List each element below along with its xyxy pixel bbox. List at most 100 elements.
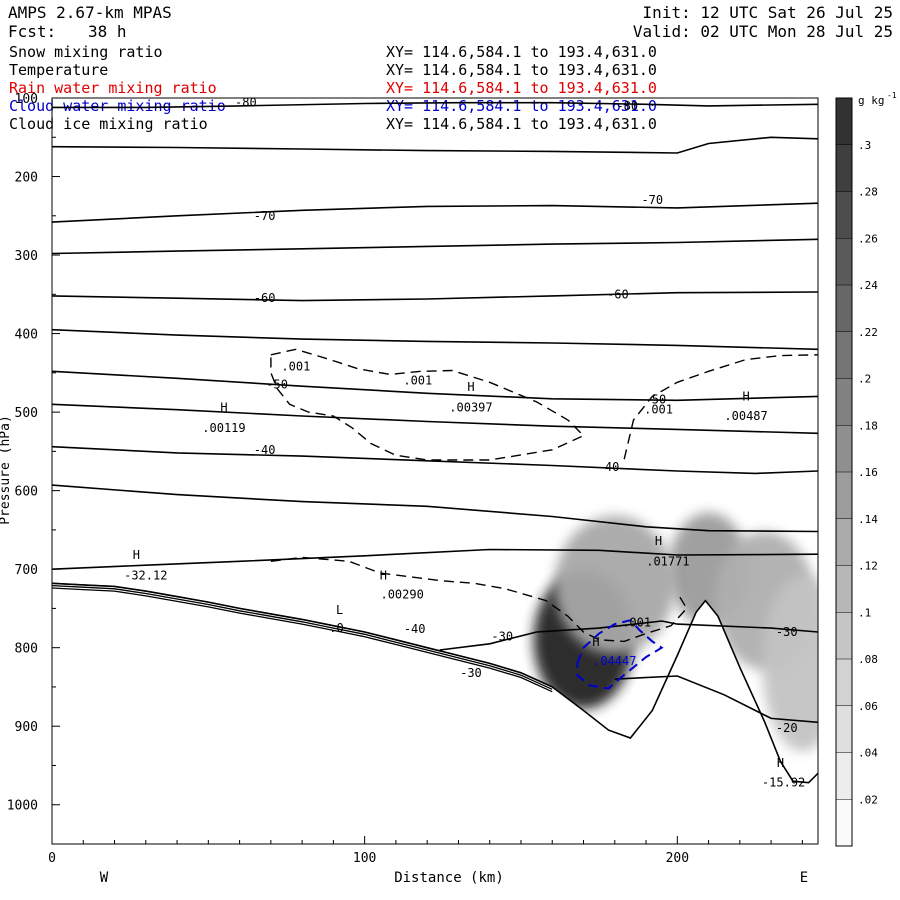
contour-annotation: .001 (622, 616, 651, 630)
y-tick-label: 200 (15, 171, 38, 186)
contour-annotation: -40 (404, 622, 426, 636)
colorbar-label: .08 (858, 653, 878, 666)
contour-annotation: -60 (254, 291, 276, 305)
contour-annotation: -70 (254, 209, 276, 223)
terrain-line (52, 587, 553, 693)
colorbar-bin (836, 191, 852, 239)
temperature-contour (52, 202, 818, 223)
colorbar-label: .1 (858, 606, 871, 619)
y-tick-label: 700 (15, 563, 38, 578)
model-title: AMPS 2.67-km MPAS (8, 3, 172, 22)
temperature-contour (52, 370, 818, 402)
colorbar-label: .06 (858, 700, 878, 713)
contour-annotation: H (592, 635, 599, 649)
cloud-ice-contour (270, 556, 688, 643)
y-tick-label: 1000 (7, 799, 38, 814)
colorbar-bin (836, 799, 852, 846)
x-axis-label: Distance (km) (394, 870, 504, 886)
contour-annotation: -80 (616, 99, 638, 113)
colorbar-unit-exponent: -1 (887, 91, 897, 100)
field-name: Snow mixing ratio (9, 43, 163, 61)
contour-annotation: -20 (776, 721, 798, 735)
temperature-contour (52, 548, 818, 570)
colorbar-label: .24 (858, 279, 878, 292)
temperature-contour (52, 403, 818, 435)
contour-annotation: L (336, 603, 343, 617)
colorbar-bin (836, 425, 852, 472)
contour-annotation: .01771 (646, 554, 689, 568)
contour-annotation: .001 (644, 403, 673, 417)
plot-frame (51, 97, 819, 845)
field-name: Cloud ice mixing ratio (9, 115, 208, 133)
contour-annotation: H (467, 380, 474, 394)
temperature-contour (52, 238, 818, 255)
colorbar-bin (836, 144, 852, 192)
contour-annotation: -32.12 (124, 568, 167, 582)
colorbar-bin (836, 285, 852, 332)
y-tick-label: 400 (15, 328, 38, 343)
x-tick-label: 100 (353, 851, 376, 866)
contour-annotation: H (777, 756, 784, 770)
contour-annotation: .00290 (380, 587, 423, 601)
contour-annotation: -40 (254, 443, 276, 457)
contour-annotation: .00397 (449, 400, 492, 414)
field-xy-range: XY= 114.6,584.1 to 193.4,631.0 (386, 115, 657, 133)
temperature-contour (439, 620, 818, 651)
temperature-contour (52, 291, 818, 302)
snow-shading (762, 575, 818, 752)
forecast-label: Fcst: (8, 22, 57, 41)
colorbar-label: .3 (858, 139, 871, 152)
terrain-mask (52, 583, 818, 844)
y-tick-label: 800 (15, 642, 38, 657)
colorbar-bin (836, 378, 852, 426)
contour-annotation: -15.92 (762, 776, 805, 790)
terrain-line (52, 584, 553, 690)
colorbar-bin (836, 331, 852, 379)
colorbar-bin (836, 518, 852, 566)
init-time: Init: 12 UTC Sat 26 Jul 25 (642, 3, 893, 22)
field-name: Temperature (9, 61, 109, 79)
contour-annotation: -40 (598, 460, 620, 474)
cloud-water-contour (576, 619, 664, 690)
colorbar-label: .04 (858, 747, 878, 760)
colorbar-bin (836, 612, 852, 659)
y-axis-label: Pressure (hPa) (0, 415, 13, 525)
colorbar-bin (836, 472, 852, 519)
temperature-contour (52, 328, 818, 351)
colorbar-bin (836, 752, 852, 800)
valid-time: Valid: 02 UTC Mon 28 Jul 25 (632, 22, 893, 41)
colorbar-bin (836, 98, 852, 145)
colorbar-bin (836, 659, 852, 706)
field-name: Rain water mixing ratio (9, 79, 217, 97)
contour-annotation: .00487 (724, 409, 767, 423)
temperature-contour (52, 484, 818, 533)
contour-annotation: .0 (329, 621, 343, 635)
contour-annotation: H (380, 568, 387, 582)
contour-annotation: H (655, 534, 662, 548)
y-tick-label: 100 (15, 92, 38, 107)
field-xy-range: XY= 114.6,584.1 to 193.4,631.0 (386, 43, 657, 61)
contour-annotation: .00119 (202, 421, 245, 435)
temperature-contour (52, 136, 818, 154)
forecast-value: 38 h (88, 22, 127, 41)
cloud-ice-contour (270, 348, 585, 461)
contour-annotation: .001 (403, 374, 432, 388)
contour-annotation: -60 (607, 287, 629, 301)
contour-annotation: -30 (460, 666, 482, 680)
y-tick-label: 500 (15, 406, 38, 421)
contour-annotation: -70 (641, 193, 663, 207)
x-tick-label: 200 (666, 851, 689, 866)
east-label: E (800, 870, 808, 886)
terrain-line (52, 582, 818, 784)
colorbar-label: .14 (858, 513, 878, 526)
contour-annotation: -80 (235, 96, 257, 110)
contour-annotation: H (742, 389, 749, 403)
contour-annotation: -50 (266, 378, 288, 392)
colorbar-label: .2 (858, 373, 871, 386)
west-label: W (100, 870, 109, 886)
contour-annotation: -30 (776, 625, 798, 639)
colorbar-label: .28 (858, 186, 878, 199)
field-xy-range: XY= 114.6,584.1 to 193.4,631.0 (386, 79, 657, 97)
contour-annotation: -50 (645, 393, 667, 407)
